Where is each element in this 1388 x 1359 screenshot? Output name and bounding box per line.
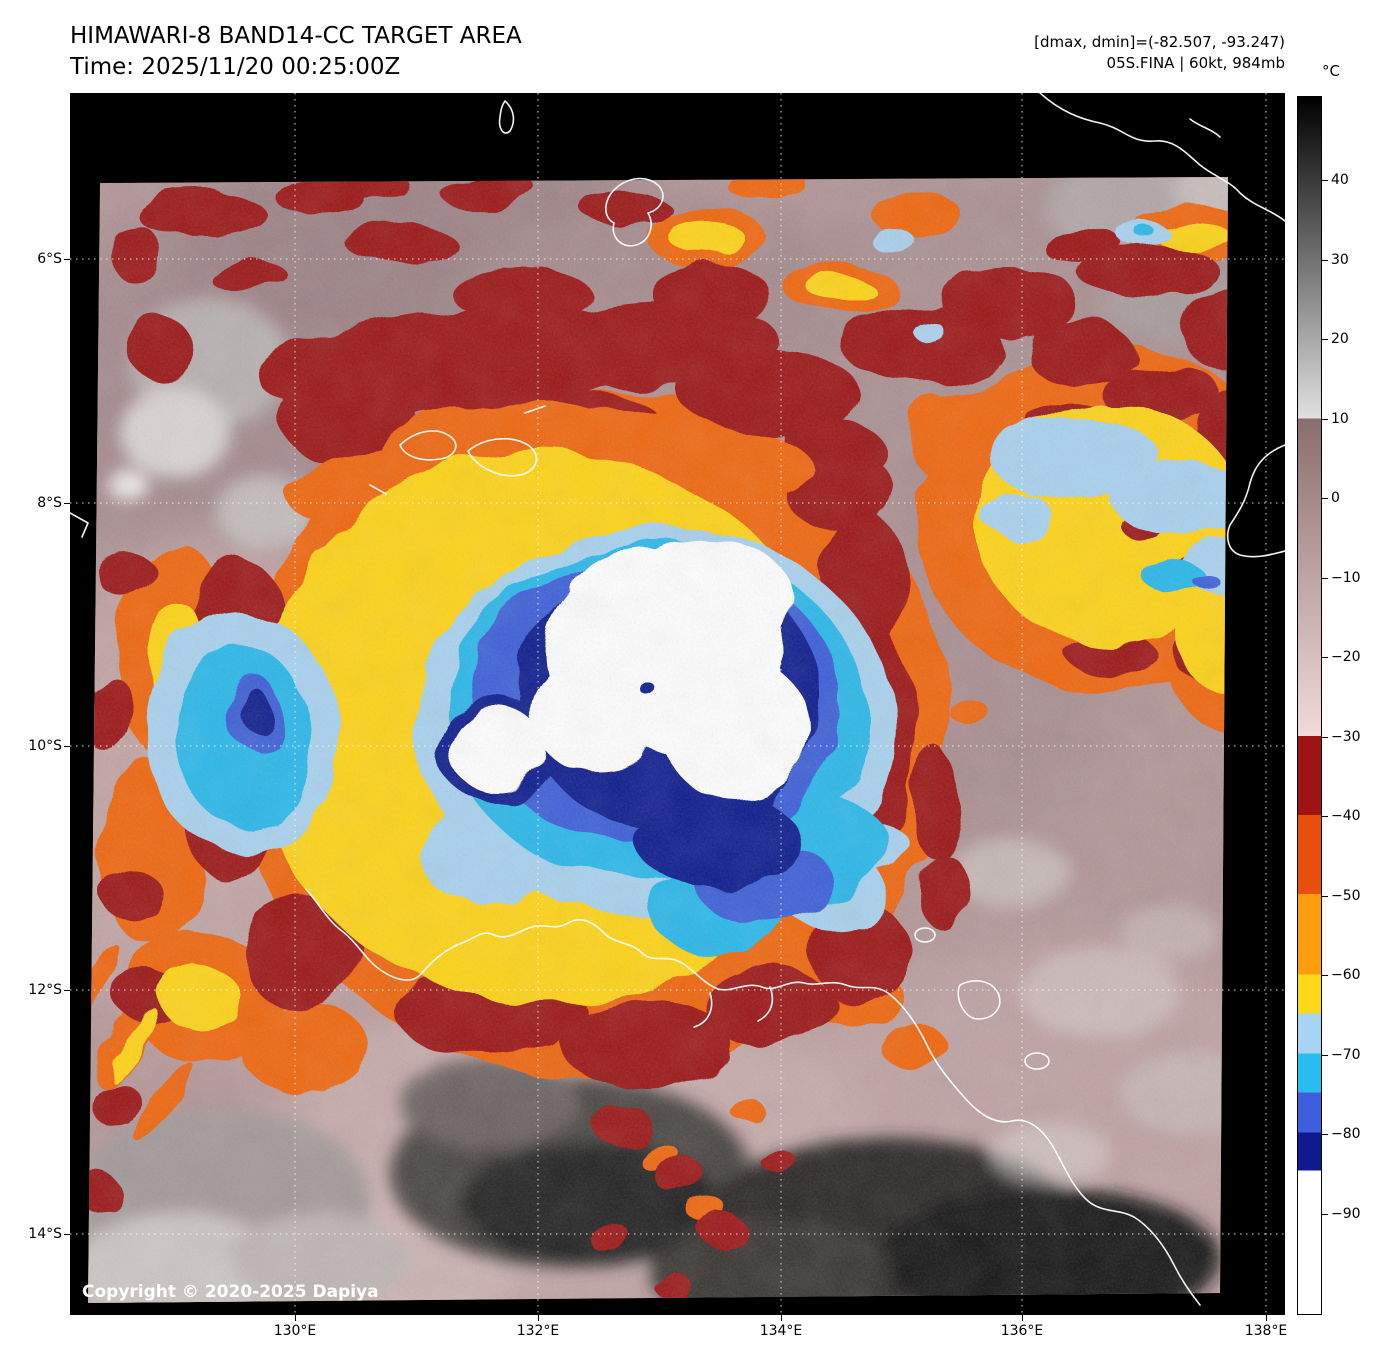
colorbar-tick-mark: [1322, 1213, 1328, 1215]
colorbar-tick-mark: [1322, 1054, 1328, 1056]
colorbar-tick-mark: [1322, 657, 1328, 658]
colorbar-tick-label: −20: [1331, 649, 1361, 665]
satellite-imagery: [70, 93, 1285, 1315]
lon-tick-mark: [781, 1315, 782, 1321]
colorbar-tick-label: −40: [1331, 808, 1361, 824]
lon-tick-mark: [1022, 1315, 1023, 1321]
lat-tick-label: 8°S: [37, 495, 62, 511]
colorbar-tick-label: 40: [1331, 172, 1349, 188]
colorbar-tick-label: −90: [1331, 1205, 1361, 1222]
colorbar-tick-label: −80: [1331, 1126, 1361, 1142]
coastline-layer: [70, 93, 1285, 1306]
colorbar-unit-label: °C: [1322, 62, 1340, 80]
lat-tick-mark: [64, 1234, 70, 1235]
lat-tick-label: 10°S: [28, 738, 62, 754]
lat-tick-mark: [64, 990, 70, 991]
colorbar-tick-label: −10: [1331, 569, 1361, 586]
lon-tick-label: 138°E: [1244, 1323, 1288, 1339]
data-swath: [88, 177, 1228, 1303]
colorbar-tick-mark: [1322, 736, 1328, 738]
colorbar-tick-mark: [1322, 339, 1328, 340]
dmax-dmin-readout: [dmax, dmin]=(-82.507, -93.247): [1034, 33, 1285, 51]
colorbar-tick-mark: [1322, 577, 1328, 579]
lat-tick-mark: [64, 746, 70, 747]
colorbar-tick-mark: [1322, 975, 1328, 976]
plot-subtitle-time: Time: 2025/11/20 00:25:00Z: [70, 54, 401, 80]
colorbar-tick-label: 30: [1331, 251, 1349, 268]
colorbar-tick-mark: [1322, 180, 1328, 181]
colorbar-tick-label: 20: [1331, 331, 1349, 347]
colorbar: [1297, 96, 1322, 1315]
colorbar-tick-label: 0: [1331, 490, 1340, 506]
colorbar-tick-mark: [1322, 259, 1328, 261]
lon-tick-mark: [295, 1315, 296, 1321]
lat-tick-label: 14°S: [28, 1226, 62, 1242]
lon-tick-mark: [538, 1315, 539, 1321]
colorbar-tick-mark: [1322, 895, 1328, 897]
lon-tick-label: 130°E: [273, 1323, 317, 1339]
colorbar-tick-mark: [1322, 816, 1328, 817]
colorbar-tick-label: −30: [1331, 728, 1361, 745]
plot-title: HIMAWARI-8 BAND14-CC TARGET AREA: [70, 23, 522, 49]
lon-tick-mark: [1266, 1315, 1267, 1321]
lon-tick-label: 136°E: [1000, 1323, 1044, 1339]
lat-tick-label: 6°S: [37, 251, 62, 267]
gridline-layer: [70, 93, 1285, 1315]
lat-tick-label: 12°S: [28, 982, 62, 998]
colorbar-tick-label: −50: [1331, 887, 1361, 904]
colorbar-tick-mark: [1322, 418, 1328, 420]
lat-tick-mark: [64, 259, 70, 260]
colorbar-tick-mark: [1322, 498, 1328, 499]
copyright-watermark: Copyright © 2020-2025 Dapiya: [82, 1282, 379, 1302]
lon-tick-label: 134°E: [759, 1323, 803, 1339]
storm-id-intensity: 05S.FINA | 60kt, 984mb: [1106, 54, 1285, 72]
lat-tick-mark: [64, 503, 70, 504]
colorbar-tick-label: −60: [1331, 967, 1361, 983]
lon-tick-label: 132°E: [516, 1323, 560, 1339]
plot-area: [70, 93, 1285, 1315]
colorbar-tick-label: −70: [1331, 1046, 1361, 1063]
colorbar-tick-label: 10: [1331, 410, 1349, 427]
colorbar-tick-mark: [1322, 1134, 1328, 1135]
